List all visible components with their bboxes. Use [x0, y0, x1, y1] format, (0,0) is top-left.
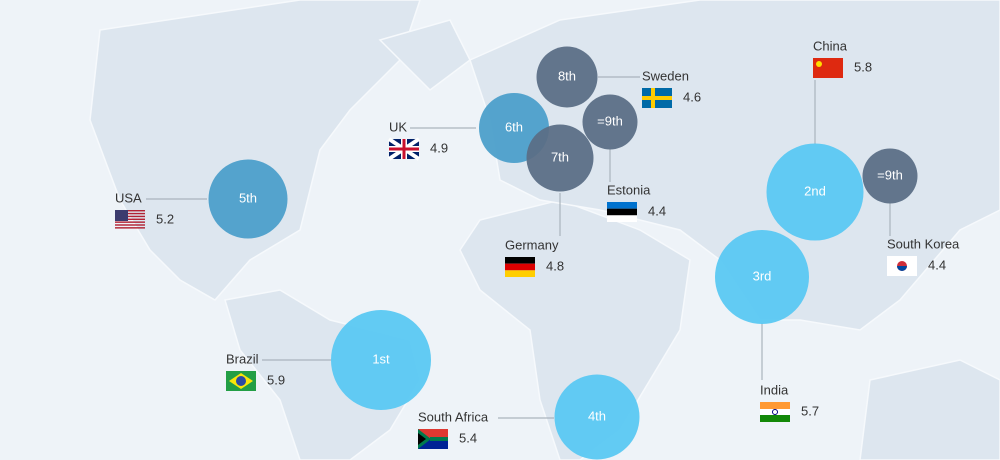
country-name: UK — [389, 119, 407, 134]
country-name: South Africa — [418, 409, 489, 424]
flag-part — [115, 215, 145, 218]
flag-part — [505, 270, 535, 277]
country: South Africa 5.4 — [418, 409, 554, 449]
flag-part — [505, 257, 535, 264]
flag-part — [772, 409, 778, 415]
flag — [115, 210, 145, 229]
country-value: 5.9 — [267, 372, 285, 387]
country-value: 4.9 — [430, 140, 448, 155]
bubble — [526, 124, 594, 192]
country-name: USA — [115, 190, 142, 205]
flag-part — [418, 439, 448, 449]
flag — [760, 402, 790, 422]
greenland — [378, 19, 471, 91]
rank-label: 8th — [558, 68, 576, 83]
country-value: 5.7 — [801, 403, 819, 418]
rank-label: =9th — [597, 113, 623, 128]
flag-part — [115, 212, 145, 215]
country: Estonia 4.4 — [607, 149, 666, 222]
rank-label: 2nd — [804, 183, 826, 198]
rank-label: 6th — [505, 119, 523, 134]
flag-part — [430, 437, 448, 441]
rank-label: 4th — [588, 408, 606, 423]
flag-part — [236, 376, 246, 386]
flag — [387, 137, 421, 161]
country-name: South Korea — [887, 236, 960, 251]
flag-part — [115, 227, 145, 229]
bubble — [766, 143, 864, 241]
country-name: China — [813, 38, 848, 53]
rank-label: =9th — [877, 167, 903, 182]
flag-part — [115, 210, 145, 212]
bubble — [554, 374, 640, 460]
country: Sweden 4.6 — [598, 68, 701, 108]
flag — [226, 371, 256, 391]
rank-label: 1st — [372, 351, 390, 366]
flag-part — [115, 218, 145, 220]
bubbles-layer: Brazil 5.9 China 5.8 India 5.7 South Africa 5.4… — [115, 38, 960, 460]
flag — [607, 202, 637, 222]
country-value: 5.2 — [156, 211, 174, 226]
bubble — [582, 94, 638, 150]
country: Brazil 5.9 — [226, 351, 331, 391]
bubble — [331, 310, 431, 410]
bubble — [208, 159, 288, 239]
flag-part — [816, 61, 822, 67]
flag-part — [760, 402, 790, 409]
flag-part — [115, 224, 145, 226]
flag-part — [115, 210, 128, 221]
rank-label: 7th — [551, 149, 569, 164]
country-name: India — [760, 382, 789, 397]
country: South Korea 4.4 — [887, 203, 960, 276]
country-name: Sweden — [642, 68, 689, 83]
country: USA 5.2 — [115, 190, 207, 229]
country-name: Estonia — [607, 182, 651, 197]
country-value: 4.4 — [928, 257, 946, 272]
bubble — [715, 230, 809, 324]
country-name: Germany — [505, 237, 559, 252]
flag — [505, 257, 535, 277]
bubble — [862, 148, 918, 204]
bubble — [536, 46, 598, 108]
flag-part — [813, 58, 843, 78]
flag-part — [115, 221, 145, 223]
flag-part — [607, 215, 637, 222]
flag-part — [505, 263, 535, 271]
flag — [887, 256, 917, 276]
country-name: Brazil — [226, 351, 259, 366]
country-value: 4.6 — [683, 89, 701, 104]
flag-part — [389, 139, 419, 159]
flag-part — [607, 202, 637, 209]
country-value: 4.8 — [546, 258, 564, 273]
flag-part — [418, 429, 448, 439]
rank-label: 3rd — [753, 268, 772, 283]
flag — [418, 429, 448, 449]
flag-part — [642, 96, 672, 100]
flag-part — [760, 415, 790, 422]
australia — [859, 359, 1000, 460]
country: India 5.7 — [760, 323, 819, 422]
flag-part — [760, 409, 790, 415]
flag-part — [607, 208, 637, 216]
flag — [642, 88, 672, 108]
flag-part — [897, 266, 907, 271]
flag — [813, 58, 843, 78]
country: Germany 4.8 — [505, 193, 564, 277]
rank-label: 5th — [239, 190, 257, 205]
country-value: 5.4 — [459, 430, 477, 445]
north-america — [89, 0, 421, 301]
country-value: 5.8 — [854, 59, 872, 74]
eurasia — [469, 0, 1000, 331]
land — [89, 0, 1000, 460]
country: China 5.8 — [813, 38, 872, 144]
flag-part — [418, 433, 426, 445]
country: UK 4.9 — [387, 119, 476, 161]
country-value: 4.4 — [648, 203, 666, 218]
